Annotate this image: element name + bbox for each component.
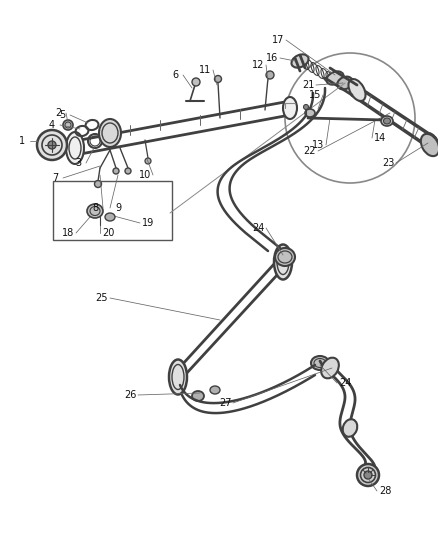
Text: 8: 8 — [92, 203, 98, 213]
Ellipse shape — [283, 97, 297, 119]
Ellipse shape — [66, 132, 84, 164]
Text: 22: 22 — [304, 146, 316, 156]
Text: 15: 15 — [309, 90, 321, 100]
Ellipse shape — [337, 77, 353, 90]
Text: 23: 23 — [382, 158, 394, 168]
Ellipse shape — [105, 213, 115, 221]
Ellipse shape — [311, 356, 329, 370]
Text: 3: 3 — [75, 158, 81, 168]
Text: 13: 13 — [312, 140, 324, 150]
Ellipse shape — [125, 168, 131, 174]
Text: 24: 24 — [252, 223, 264, 233]
Ellipse shape — [274, 245, 292, 279]
Ellipse shape — [87, 204, 103, 218]
Ellipse shape — [99, 119, 121, 147]
Ellipse shape — [343, 419, 357, 437]
Text: 5: 5 — [59, 110, 65, 120]
Text: 6: 6 — [172, 70, 178, 80]
Ellipse shape — [321, 358, 339, 378]
Text: 7: 7 — [52, 173, 58, 183]
Ellipse shape — [95, 181, 102, 188]
Ellipse shape — [169, 359, 187, 394]
Ellipse shape — [349, 79, 366, 101]
Ellipse shape — [357, 464, 379, 486]
Text: 11: 11 — [199, 65, 211, 75]
Ellipse shape — [37, 130, 67, 160]
Text: 21: 21 — [302, 80, 314, 90]
Text: 1: 1 — [19, 136, 25, 146]
Circle shape — [285, 53, 415, 183]
Ellipse shape — [210, 386, 220, 394]
Text: 19: 19 — [142, 218, 154, 228]
Ellipse shape — [291, 54, 308, 68]
Text: 16: 16 — [266, 53, 278, 63]
Text: 2: 2 — [55, 108, 61, 118]
Text: 26: 26 — [124, 390, 136, 400]
Text: 4: 4 — [49, 120, 55, 130]
Ellipse shape — [266, 71, 274, 79]
Text: 28: 28 — [379, 486, 391, 496]
Ellipse shape — [192, 78, 200, 86]
Text: 20: 20 — [102, 228, 114, 238]
Ellipse shape — [63, 120, 73, 130]
Ellipse shape — [364, 471, 372, 479]
Text: 14: 14 — [374, 133, 386, 143]
Ellipse shape — [384, 118, 391, 124]
Text: 10: 10 — [139, 170, 151, 180]
Ellipse shape — [113, 168, 119, 174]
Ellipse shape — [192, 391, 204, 401]
Ellipse shape — [304, 104, 308, 109]
Text: 17: 17 — [272, 35, 284, 45]
Text: 27: 27 — [219, 398, 231, 408]
Ellipse shape — [421, 134, 438, 156]
Ellipse shape — [424, 133, 438, 153]
Ellipse shape — [326, 71, 343, 85]
Ellipse shape — [48, 141, 56, 149]
Ellipse shape — [145, 158, 151, 164]
Ellipse shape — [215, 76, 222, 83]
Ellipse shape — [381, 116, 393, 126]
Text: 9: 9 — [115, 203, 121, 213]
Text: 18: 18 — [62, 228, 74, 238]
FancyBboxPatch shape — [53, 181, 172, 240]
Ellipse shape — [275, 248, 295, 266]
Ellipse shape — [305, 109, 315, 117]
Text: 25: 25 — [96, 293, 108, 303]
Text: 24: 24 — [339, 378, 351, 388]
Text: 12: 12 — [252, 60, 264, 70]
